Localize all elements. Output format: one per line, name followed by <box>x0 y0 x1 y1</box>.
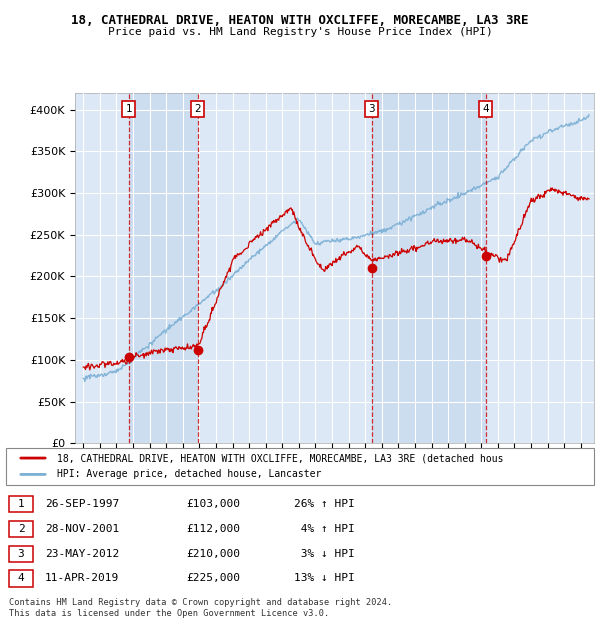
Text: 13% ↓ HPI: 13% ↓ HPI <box>294 574 355 583</box>
Text: 11-APR-2019: 11-APR-2019 <box>45 574 119 583</box>
Text: 4: 4 <box>17 574 25 583</box>
Text: 2: 2 <box>194 104 201 113</box>
Text: Contains HM Land Registry data © Crown copyright and database right 2024.
This d: Contains HM Land Registry data © Crown c… <box>9 598 392 618</box>
Bar <box>129 93 198 443</box>
Bar <box>486 93 594 443</box>
Text: £210,000: £210,000 <box>186 549 240 559</box>
Text: 3: 3 <box>17 549 25 559</box>
Bar <box>371 93 486 443</box>
Text: 1: 1 <box>17 499 25 509</box>
Text: 23-MAY-2012: 23-MAY-2012 <box>45 549 119 559</box>
Text: 18, CATHEDRAL DRIVE, HEATON WITH OXCLIFFE, MORECAMBE, LA3 3RE (detached hous: 18, CATHEDRAL DRIVE, HEATON WITH OXCLIFF… <box>57 453 503 463</box>
Bar <box>198 93 371 443</box>
Text: HPI: Average price, detached house, Lancaster: HPI: Average price, detached house, Lanc… <box>57 469 322 479</box>
Text: 28-NOV-2001: 28-NOV-2001 <box>45 524 119 534</box>
Text: 26% ↑ HPI: 26% ↑ HPI <box>294 499 355 509</box>
Text: 4: 4 <box>482 104 489 113</box>
Text: Price paid vs. HM Land Registry's House Price Index (HPI): Price paid vs. HM Land Registry's House … <box>107 27 493 37</box>
Text: £103,000: £103,000 <box>186 499 240 509</box>
Text: 3: 3 <box>368 104 375 113</box>
Bar <box>75 93 129 443</box>
Text: 1: 1 <box>125 104 132 113</box>
Text: 26-SEP-1997: 26-SEP-1997 <box>45 499 119 509</box>
Text: £112,000: £112,000 <box>186 524 240 534</box>
Text: 4% ↑ HPI: 4% ↑ HPI <box>294 524 355 534</box>
Text: 18, CATHEDRAL DRIVE, HEATON WITH OXCLIFFE, MORECAMBE, LA3 3RE: 18, CATHEDRAL DRIVE, HEATON WITH OXCLIFF… <box>71 14 529 27</box>
Text: 3% ↓ HPI: 3% ↓ HPI <box>294 549 355 559</box>
Text: 2: 2 <box>17 524 25 534</box>
Text: £225,000: £225,000 <box>186 574 240 583</box>
